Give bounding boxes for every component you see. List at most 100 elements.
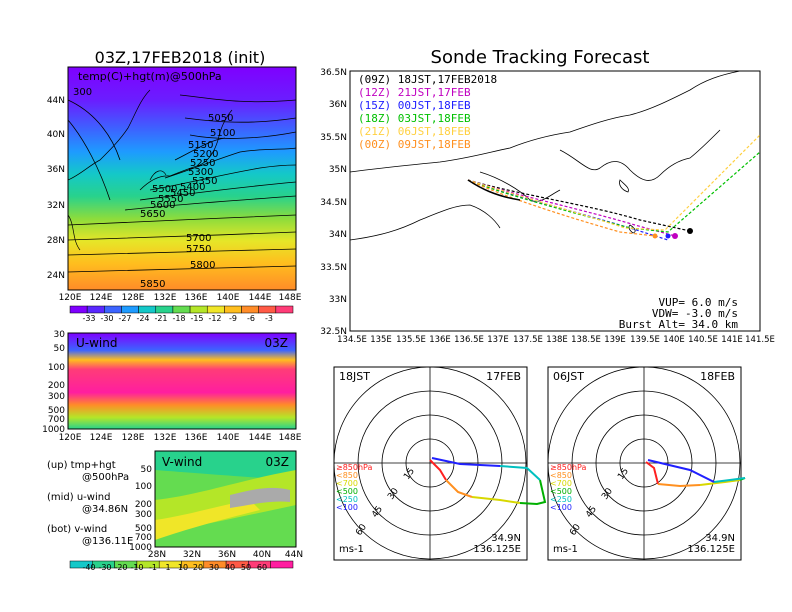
hodo-trace [499, 465, 541, 481]
hodo-lat: 34.9N [491, 533, 521, 544]
track-09z [467, 179, 691, 232]
lat-tick-label: 35N [329, 165, 347, 175]
lon-tick-label: 132E [154, 433, 177, 443]
lon-tick-label: 140.5E [688, 335, 718, 345]
lat-tick-label: 35.5N [320, 133, 347, 143]
colorbar-swatch [270, 560, 294, 569]
contour-label: 5700 [186, 233, 211, 244]
hodo-level-legend: ≥850hPa <850 <700 <500 <250 <100 [336, 463, 373, 512]
hodo-legend-entry: <500 [550, 487, 572, 496]
lat-tick-label: 40N [253, 550, 271, 560]
vwind-time: 03Z [266, 455, 290, 469]
contour-label: 5250 [190, 158, 215, 169]
vwind-level-axis: 50 100 200 300 500 700 1000 [129, 465, 152, 553]
colorbar-swatch [138, 305, 157, 314]
level-tick-label: 500 [48, 406, 65, 416]
hodo-legend-entry: <850 [336, 471, 358, 480]
level-tick-label: 1000 [129, 543, 152, 553]
lat-tick-label: 36.5N [320, 68, 347, 78]
colorbar-label: -6 [247, 314, 255, 323]
level-tick-label: 300 [48, 392, 65, 402]
legend-line: (mid) u-wind [47, 492, 110, 503]
hodo-lon: 136.125E [687, 544, 735, 555]
colorbar-swatch [258, 305, 277, 314]
hodo-legend-entry: <700 [336, 479, 358, 488]
lat-tick-label: 33N [329, 295, 347, 305]
hodo-legend-entry: ≥850hPa [336, 463, 373, 472]
lat-tick-label: 28N [47, 236, 65, 246]
colorbar-label: 10 [178, 563, 188, 572]
lat-tick-label: 44N [47, 96, 65, 106]
track-coastline [349, 70, 741, 241]
burst-altitude: Burst Alt= 34.0 km [619, 318, 739, 331]
lon-tick-label: 134.5E [337, 335, 367, 345]
level-tick-label: 200 [135, 500, 152, 510]
contour-label-group: 300 5050 5100 5150 5200 5250 5300 5350 5… [73, 87, 235, 290]
level-tick-label: 300 [135, 510, 152, 520]
lon-tick-label: 148E [279, 433, 302, 443]
colorbar-label: -12 [208, 314, 221, 323]
descent-rate: VDW= -3.0 m/s [652, 307, 738, 320]
colorbar-label: -21 [154, 314, 167, 323]
colorbar-swatch [275, 305, 294, 314]
ascent-rate: VUP= 6.0 m/s [659, 296, 738, 309]
left-lon-axis: 120E 124E 128E 132E 136E 140E 144E 148E [59, 293, 302, 303]
track-18z [467, 151, 761, 233]
colorbar-label: -1 [149, 563, 157, 572]
colorbar-label: 1 [165, 563, 170, 572]
hodo-time: 18JST [339, 370, 370, 383]
track-map-panel: Sonde Tracking Forecast [320, 47, 775, 345]
height-contours [67, 94, 297, 273]
colorbar-label: 30 [209, 563, 219, 572]
legend-line: (up) tmp+hgt [47, 460, 116, 471]
vwind-label: V-wind [162, 455, 202, 469]
temp-field [67, 66, 297, 291]
colorbar-label: -30 [100, 314, 113, 323]
contour-label: 300 [73, 87, 92, 98]
track-endpoints [652, 228, 693, 239]
lat-tick-label: 40N [47, 130, 65, 140]
left-map-panel: 03Z,17FEB2018 (init) 30 [47, 48, 302, 323]
colorbar-label: -3 [265, 314, 273, 323]
lat-tick-label: 44N [285, 550, 303, 560]
coastline [67, 89, 233, 251]
colorbar-label: -10 [130, 563, 143, 572]
contour-label: 5050 [208, 113, 233, 124]
hodo-date: 17FEB [486, 370, 521, 383]
track-endpoint [665, 233, 671, 239]
hodo-legend-entry: <100 [336, 503, 358, 512]
hodo-unit: ms-1 [339, 544, 364, 555]
contour-label: 5600 [150, 200, 175, 211]
colorbar-label: -20 [114, 563, 127, 572]
hodo-legend-entry: <700 [550, 479, 572, 488]
uwind-field [67, 332, 297, 430]
colorbar-swatch [189, 305, 208, 314]
track-00z [467, 179, 656, 237]
hodo-lon: 136.125E [473, 544, 521, 555]
hodograph-1: 18JST 17FEB 15 30 45 60 ≥850hPa <850 <70… [333, 366, 547, 561]
uwind-panel: U-wind 03Z 30 50 100 200 300 500 700 100… [42, 330, 302, 443]
colorbar-swatch [104, 305, 122, 314]
lon-tick-label: 136.5E [454, 335, 484, 345]
hodo-legend-entry: <250 [550, 495, 572, 504]
hodo-legend-entry: <850 [550, 471, 572, 480]
colorbar-swatch [224, 305, 242, 314]
hodo-legend-entry: ≥850hPa [550, 463, 587, 472]
colorbar-swatch [155, 305, 174, 314]
contour-label: 5100 [210, 128, 235, 139]
level-tick-label: 100 [135, 482, 152, 492]
track-endpoint [687, 228, 693, 234]
lon-tick-label: 140E [217, 293, 240, 303]
lat-tick-label: 32N [183, 550, 201, 560]
level-tick-label: 50 [54, 344, 66, 354]
legend-line: @136.11E [82, 536, 133, 547]
lat-tick-label: 33.5N [320, 263, 347, 273]
lon-tick-label: 137.5E [513, 335, 543, 345]
lon-tick-label: 128E [122, 293, 145, 303]
colorbar-label: 20 [193, 563, 203, 572]
contour-label: 5750 [186, 244, 211, 255]
hodo-lat: 34.9N [705, 533, 735, 544]
track-lon-axis: 134.5E 135E 135.5E 136E 136.5E 137E 137.… [337, 335, 775, 345]
track-title: Sonde Tracking Forecast [431, 47, 650, 68]
colorbar-label: -33 [82, 314, 95, 323]
